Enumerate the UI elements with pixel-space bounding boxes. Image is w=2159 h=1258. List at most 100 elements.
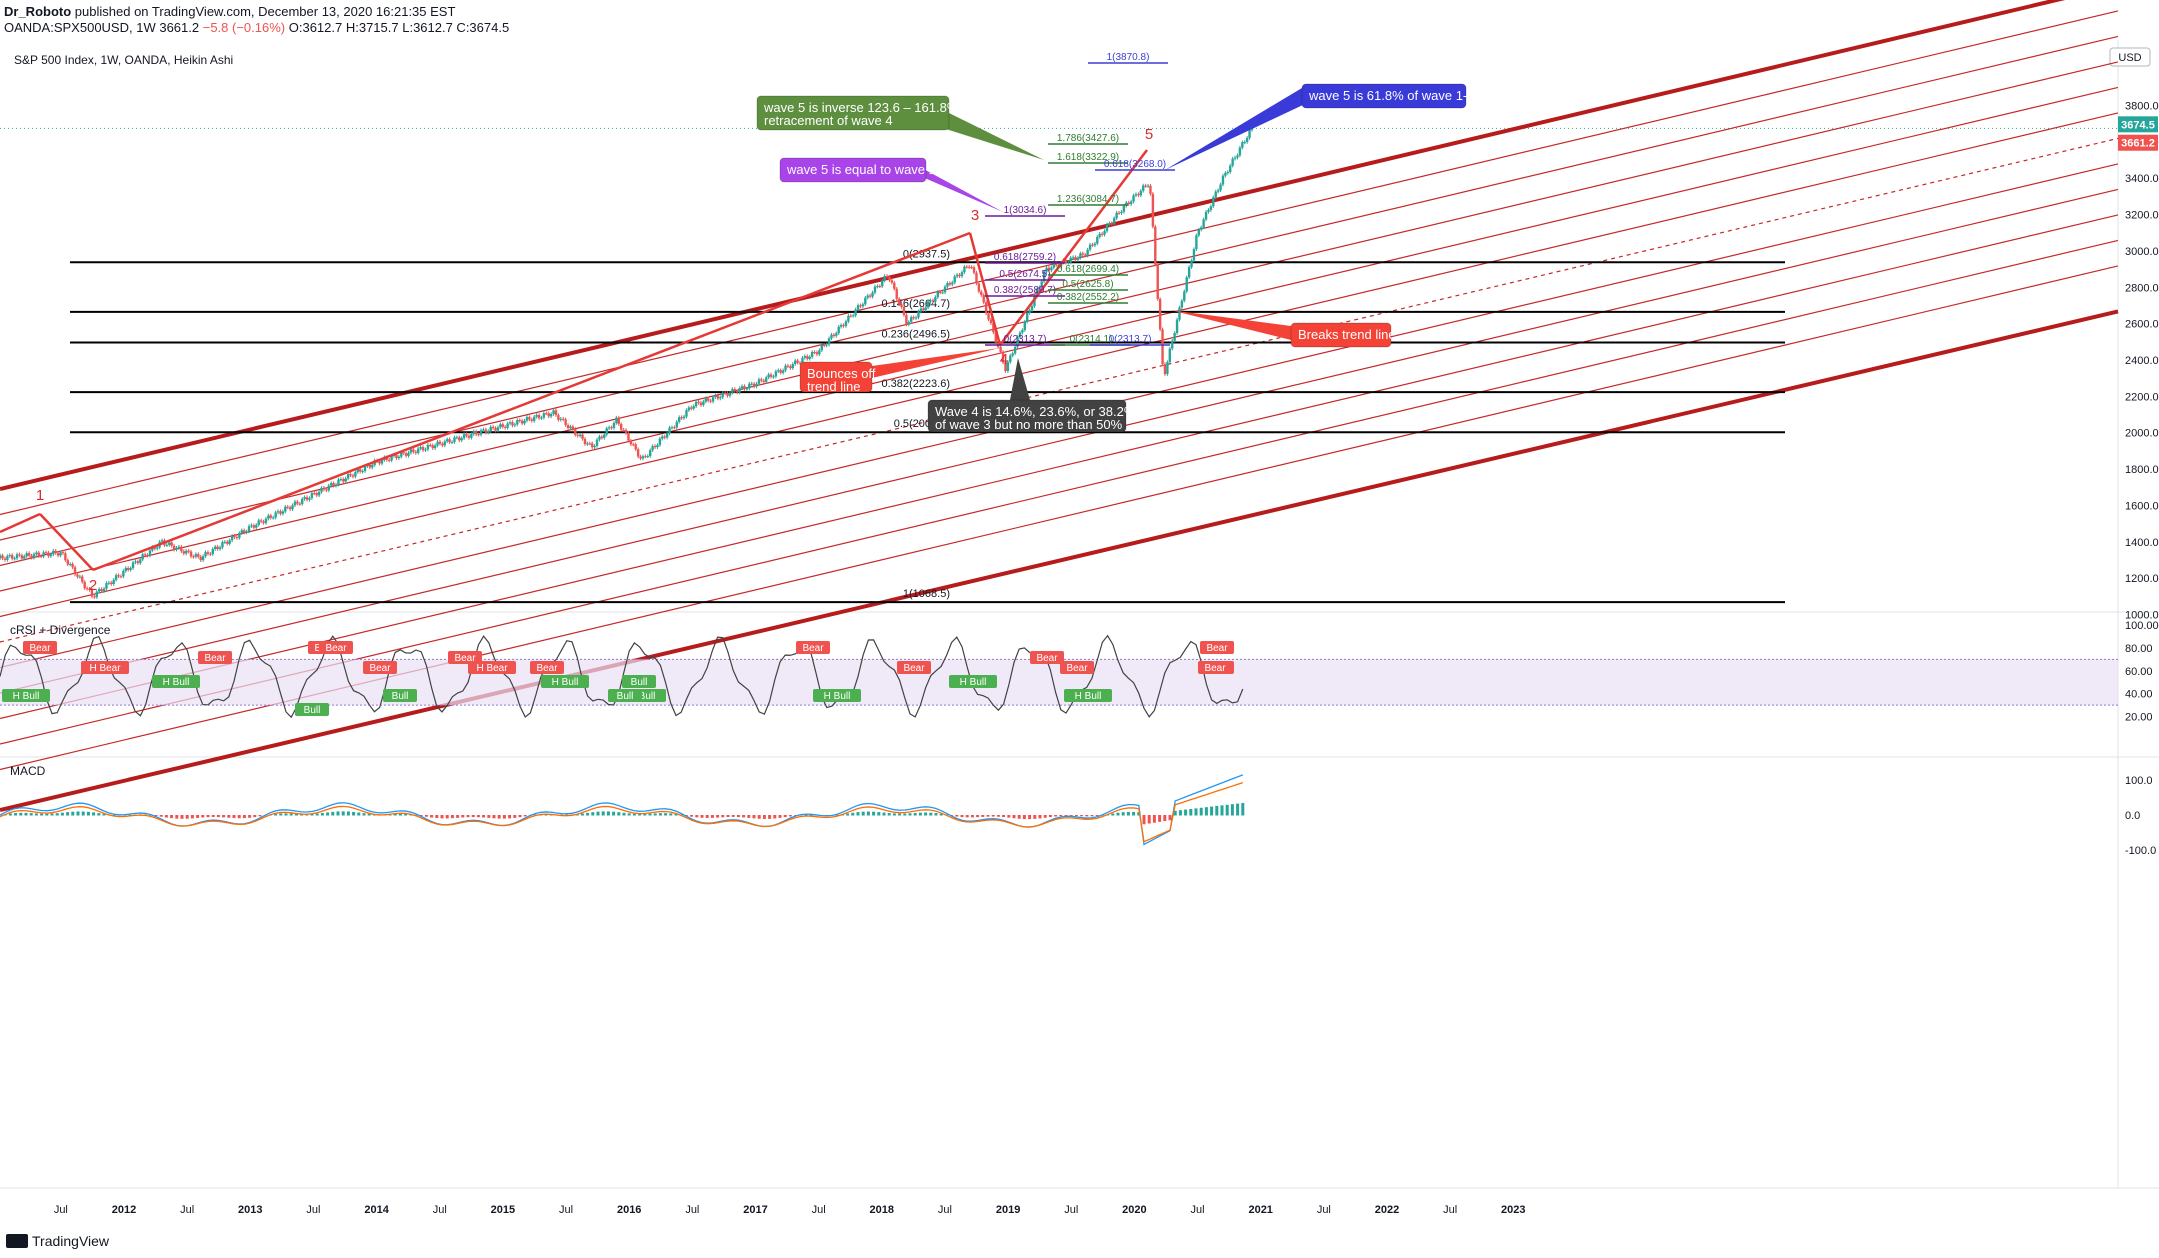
macd-histogram-bar [877,812,881,816]
currency-button[interactable] [2109,47,2151,67]
macd-histogram-bar [1204,807,1208,816]
macd-histogram-bar [315,813,319,816]
macd-histogram-bar [222,815,226,818]
symbol[interactable]: OANDA:SPX500USD, 1W [4,20,156,35]
candle-body [397,456,401,459]
candle-body [1038,287,1041,290]
candle-body [114,575,118,580]
candle-body [1,555,4,559]
candle-body [206,552,210,554]
time-tick-label: Jul [1064,1204,1078,1216]
candle-body [595,439,599,446]
macd-axis-label: 0.0 [2125,810,2140,822]
rsi-axis-label: 20.00 [2125,712,2153,724]
candle-body [228,540,231,544]
tradingview-logo[interactable]: TradingView [6,1233,109,1249]
candle-body [557,415,560,420]
candle-body [1142,185,1145,191]
candle-body [844,321,848,326]
callout-purple-text: wave 5 is equal to wave 1 [786,162,936,177]
candle-body [460,438,463,441]
macd-histogram-bar [66,812,70,816]
candle-body [436,441,439,446]
candle-body [685,410,688,417]
macd-histogram-bar [112,814,116,816]
candle-body [907,321,910,325]
macd-histogram-bar [898,813,902,816]
candle-body [1139,190,1142,196]
candle-body [827,338,831,345]
candle-body [622,429,625,431]
candle-body [407,452,410,456]
candle-body [221,542,224,548]
elliott-wave-line [0,512,41,534]
candle-body [680,417,683,419]
divergence-label-text: Bear [1204,663,1226,674]
macd-histogram-bar [757,815,761,819]
candle-body [796,360,799,363]
macd-histogram-bar [1241,802,1245,816]
macd-histogram-bar [783,815,787,818]
macd-histogram-bar [424,815,428,817]
candle-body [477,434,480,436]
candle-body [917,311,920,318]
candle-body [402,452,405,454]
macd-histogram-bar [913,812,917,816]
macd-histogram-bar [216,815,220,818]
candle-body [450,442,454,444]
candle-body [165,544,169,546]
candle-body [337,479,340,485]
macd-histogram-bar [1074,815,1078,817]
macd-histogram-bar [102,813,106,816]
candle-body [905,315,908,325]
macd-histogram-bar [752,815,756,819]
divergence-label-text: H Bull [163,677,190,688]
macd-histogram-bar [242,815,246,819]
macd-histogram-bar [861,811,865,816]
candle-body [581,434,584,439]
candle-body [37,552,40,557]
candle-body [127,568,130,570]
macd-histogram-bar [1163,815,1167,822]
candle-body [250,525,253,527]
macd-histogram-bar [294,813,298,816]
callout-blue-pointer [1165,88,1305,170]
macd-histogram-bar [965,815,969,818]
candle-body [25,553,28,557]
candle-body [1115,212,1118,219]
divergence-label-text: Bull [304,705,321,716]
candle-body [501,424,504,427]
fib-level-label: 0.236(2496.5) [882,328,951,340]
candle-body [755,383,758,387]
macd-histogram-bar [580,813,584,816]
macd-histogram-bar [513,815,517,818]
macd-histogram-bar [700,815,704,818]
author[interactable]: Dr_Roboto [4,4,72,19]
candle-body [723,392,727,394]
candle-body [670,427,674,429]
candle-body [197,554,200,557]
candle-body [1231,158,1234,166]
candle-body [134,561,137,563]
macd-histogram-bar [435,815,439,819]
macd-histogram-bar [300,814,304,816]
macd-histogram-bar [1002,815,1006,818]
macd-histogram-bar [1199,807,1203,816]
macd-histogram-bar [206,815,210,818]
candle-body [615,417,618,423]
candle-body [989,319,993,324]
macd-histogram-bar [159,815,163,817]
channel-inner-line [0,35,2119,541]
divergence-label-text: Bear [1206,643,1228,654]
price-badge-label: 3674.5 [2121,119,2155,131]
candle-body [632,444,635,446]
macd-histogram-bar [918,812,922,816]
candle-body [409,449,413,453]
candle-body [81,576,84,582]
candle-body [475,431,478,435]
divergence-label-text: Bull [392,691,409,702]
candle-body [946,283,949,287]
macd-histogram-bar [170,815,174,819]
candle-body [122,570,125,577]
